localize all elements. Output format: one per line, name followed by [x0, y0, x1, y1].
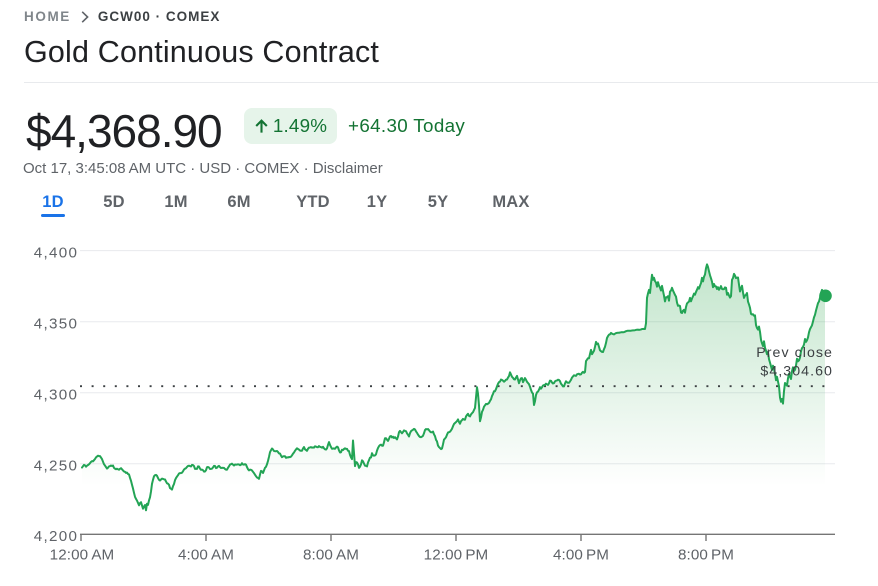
svg-text:4,250: 4,250	[34, 458, 79, 475]
svg-text:$4,304.60: $4,304.60	[760, 364, 833, 380]
svg-text:12:00 PM: 12:00 PM	[424, 547, 489, 564]
svg-text:4,350: 4,350	[34, 315, 79, 332]
svg-text:4,300: 4,300	[34, 387, 79, 404]
svg-text:Prev close: Prev close	[756, 345, 833, 361]
svg-text:4:00 PM: 4:00 PM	[553, 547, 609, 564]
svg-text:4:00 AM: 4:00 AM	[178, 547, 234, 564]
svg-text:4,200: 4,200	[34, 528, 79, 545]
svg-text:8:00 AM: 8:00 AM	[303, 547, 359, 564]
svg-text:4,400: 4,400	[34, 244, 79, 261]
svg-text:8:00 PM: 8:00 PM	[678, 547, 734, 564]
svg-text:12:00 AM: 12:00 AM	[50, 547, 115, 564]
